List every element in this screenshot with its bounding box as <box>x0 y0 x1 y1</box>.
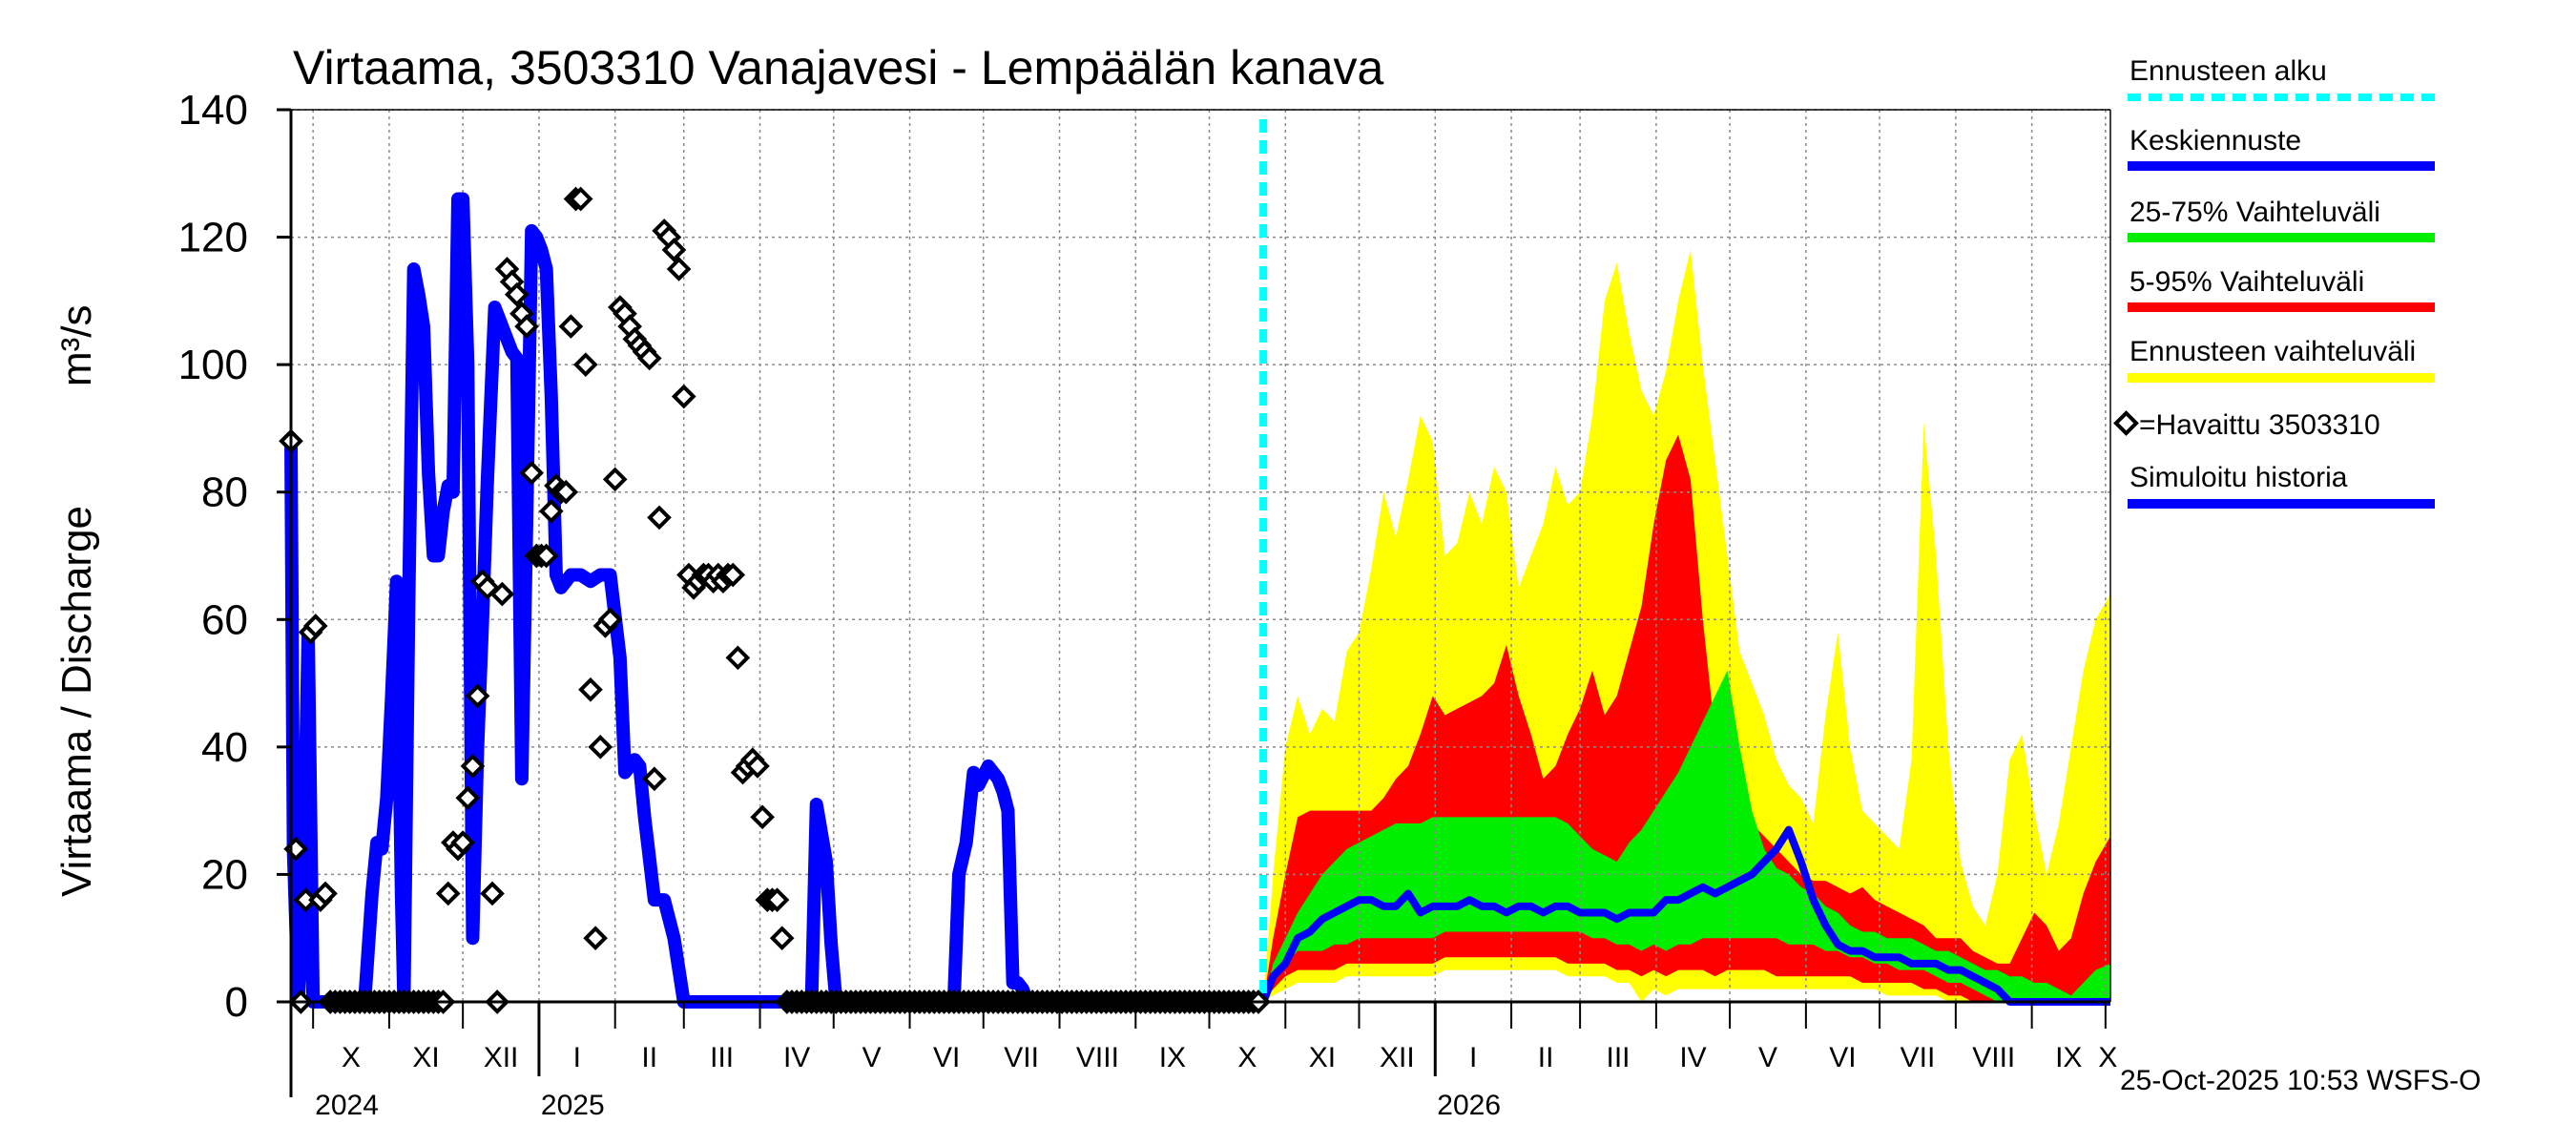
observed-point <box>578 677 603 702</box>
y-tick-label: 40 <box>201 724 248 771</box>
observed-point <box>661 238 687 262</box>
observed-point <box>572 352 598 377</box>
month-label: III <box>710 1042 734 1073</box>
month-label: VIII <box>1972 1042 2015 1073</box>
observed-point <box>450 830 475 855</box>
observed-point <box>302 614 328 638</box>
axes <box>289 109 2111 1097</box>
chart-title: Virtaama, 3503310 Vanajavesi - Lempäälän… <box>293 41 1384 94</box>
observed-point <box>460 754 486 779</box>
month-label: VII <box>1901 1042 1936 1073</box>
y-tick-label: 100 <box>178 342 248 388</box>
observed-point <box>313 881 338 906</box>
observed-point <box>558 314 584 339</box>
legend-label-forecast-start: Ennusteen alku <box>2129 55 2327 87</box>
month-label: VI <box>933 1042 960 1073</box>
y-tick-label: 120 <box>178 215 248 261</box>
month-label: XI <box>1309 1042 1336 1073</box>
observed-point <box>583 926 608 951</box>
y-axis-unit: m³/s <box>53 304 100 386</box>
legend-label-band-25-75: 25-75% Vaihteluväli <box>2129 197 2380 228</box>
observed-point <box>602 467 628 492</box>
month-label: X <box>342 1042 361 1073</box>
observed-point <box>720 562 746 588</box>
observed-point <box>764 887 790 912</box>
simulated-history-segment <box>946 759 1034 1005</box>
y-tick-label: 140 <box>178 87 248 134</box>
observed-point <box>568 186 593 212</box>
month-label: II <box>641 1042 657 1073</box>
month-label: I <box>573 1042 581 1073</box>
observed-point <box>533 543 559 569</box>
month-label: I <box>1469 1042 1477 1073</box>
month-label: XII <box>484 1042 519 1073</box>
band-25-75 <box>1263 670 2110 1002</box>
x-month-labels: X XI XII I II III IV V VI VII VIII IX X XI XII I II III IV… <box>312 1002 2117 1073</box>
observed-point <box>666 257 692 281</box>
y-tick-label: 80 <box>201 469 248 516</box>
observed-point <box>750 804 775 830</box>
observed-point <box>642 766 667 792</box>
month-label: XII <box>1380 1042 1415 1073</box>
legend-marker-observed <box>2113 410 2139 436</box>
observed-point <box>769 926 795 951</box>
year-label: 2025 <box>541 1090 605 1121</box>
observed-point <box>514 314 539 339</box>
observed-point <box>504 281 530 307</box>
observed-point <box>647 505 672 531</box>
observed-markers <box>279 186 1271 1014</box>
month-label: V <box>862 1042 882 1073</box>
legend: Ennusteen alku Keskiennuste 25-75% Vaiht… <box>2113 55 2435 509</box>
month-label: VIII <box>1076 1042 1119 1073</box>
observed-point <box>725 645 751 671</box>
timestamp-footer: 25-Oct-2025 10:53 WSFS-O <box>2120 1065 2482 1096</box>
observed-point <box>636 345 662 371</box>
month-label: IX <box>1159 1042 1186 1073</box>
month-label: VII <box>1004 1042 1039 1073</box>
observed-point <box>435 881 461 906</box>
legend-label-band-5-95: 5-95% Vaihteluväli <box>2129 266 2364 298</box>
month-label: IV <box>783 1042 810 1073</box>
forecast-mean-line <box>1259 825 2110 1006</box>
observed-point <box>480 881 505 906</box>
observed-point <box>465 683 490 709</box>
observed-point <box>455 785 481 811</box>
y-tick-label: 0 <box>225 979 248 1026</box>
legend-label-simulated: Simuloitu historia <box>2129 462 2348 493</box>
x-year-labels: 2024 2025 2026 <box>315 1002 1501 1121</box>
observed-point <box>597 607 623 633</box>
y-ticks: 0 20 40 60 80 100 120 140 <box>178 87 291 1026</box>
legend-label-observed: =Havaittu 3503310 <box>2139 409 2380 441</box>
observed-point <box>745 754 770 779</box>
y-axis-label: Virtaama / Discharge <box>53 506 100 897</box>
observed-point <box>671 384 696 409</box>
observed-point <box>519 460 545 486</box>
month-label: IV <box>1679 1042 1706 1073</box>
month-label: VI <box>1829 1042 1856 1073</box>
y-tick-label: 20 <box>201 851 248 898</box>
observed-point <box>553 479 579 505</box>
month-label: III <box>1606 1042 1630 1073</box>
observed-point <box>489 581 515 607</box>
month-label: X <box>2098 1042 2117 1073</box>
month-label: II <box>1538 1042 1554 1073</box>
y-tick-label: 60 <box>201 596 248 643</box>
month-label: XI <box>412 1042 439 1073</box>
forecast-bands <box>1263 249 2110 1002</box>
observed-point <box>538 498 564 524</box>
month-label: X <box>1237 1042 1257 1073</box>
year-label: 2024 <box>315 1090 379 1121</box>
month-label: V <box>1758 1042 1777 1073</box>
legend-label-mean: Keskiennuste <box>2129 125 2301 156</box>
year-label: 2026 <box>1437 1090 1501 1121</box>
observed-point <box>588 735 613 760</box>
legend-label-band-full: Ennusteen vaihteluväli <box>2129 336 2416 367</box>
month-label: IX <box>2055 1042 2082 1073</box>
